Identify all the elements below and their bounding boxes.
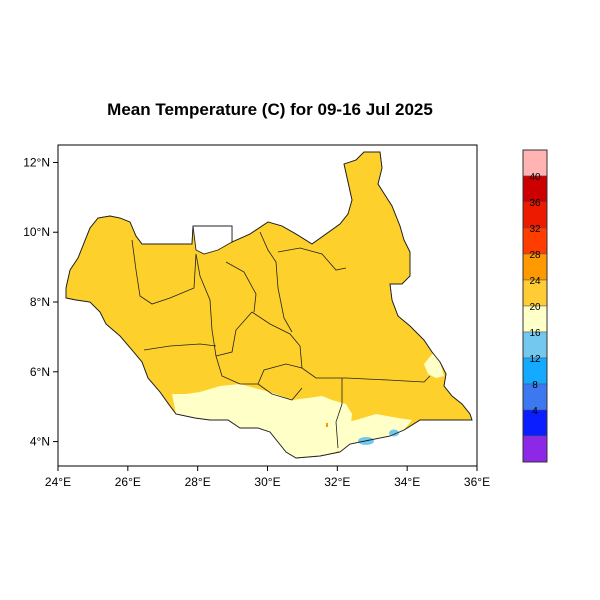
x-axis-ticks: 24°E 26°E 28°E 30°E 32°E 34°E 36°E <box>45 466 490 489</box>
y-tick-label: 8°N <box>30 295 50 309</box>
mild-region-south <box>172 384 352 458</box>
colorbar-swatch <box>522 175 548 203</box>
colorbar-label: 16 <box>529 328 541 339</box>
mild-region-east <box>424 352 444 378</box>
map-title: Mean Temperature (C) for 09-16 Jul 2025 <box>107 100 433 119</box>
colorbar-outline <box>522 149 548 463</box>
x-tick-label: 28°E <box>185 475 211 489</box>
colorbar-swatch <box>522 435 548 463</box>
colorbar-label: 4 <box>532 406 538 417</box>
colorbar-label: 32 <box>529 224 541 235</box>
disputed-area-outline <box>192 225 233 255</box>
x-tick-label: 30°E <box>254 475 280 489</box>
colorbar-label: 40 <box>529 172 541 183</box>
y-tick-label: 12°N <box>23 155 50 169</box>
hot-spot <box>326 423 328 427</box>
y-tick-label: 6°N <box>30 365 50 379</box>
y-tick-label: 4°N <box>30 435 50 449</box>
colorbar-label: 36 <box>529 198 541 209</box>
x-tick-label: 36°E <box>464 475 490 489</box>
colorbar-swatch <box>522 357 548 385</box>
cool-spot-2 <box>389 429 399 437</box>
colorbar-label: 8 <box>532 380 538 391</box>
colorbar-label: 28 <box>529 250 541 261</box>
x-tick-label: 24°E <box>45 475 71 489</box>
colorbar-label: 24 <box>529 276 541 287</box>
colorbar: 40 36 32 28 24 20 16 12 8 4 <box>522 149 548 463</box>
colorbar-swatch <box>522 201 548 229</box>
mild-region-southeast <box>334 414 412 452</box>
state-boundaries <box>131 231 431 449</box>
colorbar-label: 20 <box>529 302 541 313</box>
x-tick-label: 34°E <box>394 475 420 489</box>
colorbar-swatch <box>522 383 548 411</box>
y-tick-label: 10°N <box>23 225 50 239</box>
x-tick-label: 26°E <box>115 475 141 489</box>
y-axis-ticks: 4°N 6°N 8°N 10°N 12°N <box>23 155 58 449</box>
colorbar-swatch <box>522 227 548 255</box>
x-tick-label: 32°E <box>324 475 350 489</box>
colorbar-label: 12 <box>529 354 541 365</box>
